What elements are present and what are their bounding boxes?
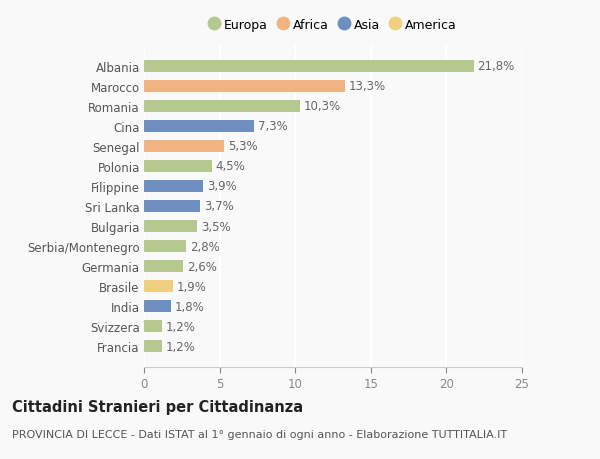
Text: 1,2%: 1,2%: [166, 340, 196, 353]
Bar: [144, 161, 212, 173]
Text: 4,5%: 4,5%: [216, 160, 245, 173]
Text: 2,8%: 2,8%: [190, 240, 220, 253]
Text: 1,9%: 1,9%: [176, 280, 206, 293]
Text: 1,2%: 1,2%: [166, 320, 196, 333]
Text: 5,3%: 5,3%: [228, 140, 257, 153]
Legend: Europa, Africa, Asia, America: Europa, Africa, Asia, America: [204, 14, 462, 37]
Bar: [144, 180, 203, 192]
Bar: [144, 241, 187, 252]
Text: 3,9%: 3,9%: [207, 180, 236, 193]
Text: 2,6%: 2,6%: [187, 260, 217, 273]
Bar: [144, 101, 300, 112]
Text: Cittadini Stranieri per Cittadinanza: Cittadini Stranieri per Cittadinanza: [12, 399, 303, 414]
Text: 21,8%: 21,8%: [478, 60, 515, 73]
Bar: [144, 61, 473, 73]
Text: 3,5%: 3,5%: [200, 220, 230, 233]
Bar: [144, 261, 184, 273]
Bar: [144, 121, 254, 133]
Text: 7,3%: 7,3%: [258, 120, 288, 133]
Bar: [144, 301, 171, 313]
Bar: [144, 280, 173, 292]
Text: 3,7%: 3,7%: [204, 200, 233, 213]
Bar: [144, 320, 162, 333]
Bar: [144, 341, 162, 353]
Bar: [144, 221, 197, 233]
Text: 10,3%: 10,3%: [304, 100, 341, 113]
Bar: [144, 80, 345, 93]
Text: 13,3%: 13,3%: [349, 80, 386, 93]
Bar: [144, 140, 224, 152]
Text: 1,8%: 1,8%: [175, 300, 205, 313]
Text: PROVINCIA DI LECCE - Dati ISTAT al 1° gennaio di ogni anno - Elaborazione TUTTIT: PROVINCIA DI LECCE - Dati ISTAT al 1° ge…: [12, 429, 507, 439]
Bar: [144, 201, 200, 213]
